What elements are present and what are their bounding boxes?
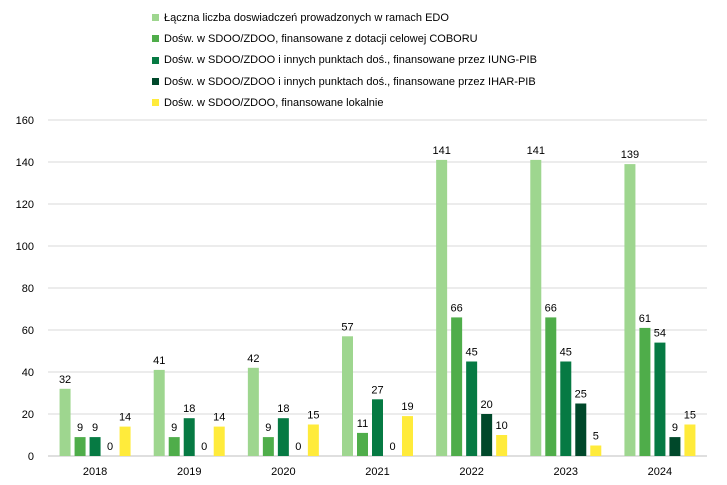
bar-2022-series-2 — [466, 361, 478, 456]
data-label-2022-series-0: 141 — [432, 145, 450, 157]
x-tick-label-2024: 2024 — [648, 466, 672, 478]
data-label-2019-series-1: 9 — [171, 422, 177, 434]
x-tick-label-2021: 2021 — [365, 466, 389, 478]
x-tick-label-2022: 2022 — [459, 466, 483, 478]
bar-2020-series-2 — [277, 418, 289, 456]
data-label-2020-series-4: 15 — [307, 410, 319, 422]
legend-item-local: Dośw. w SDOO/ZDOO, finansowane lokalnie — [152, 92, 537, 113]
legend-item-coboru: Dośw. w SDOO/ZDOO, finansowane z dotacji… — [152, 28, 537, 49]
legend-swatch-iung — [152, 56, 159, 64]
y-tick-label-80: 80 — [22, 283, 34, 295]
bar-2020-series-1 — [262, 437, 274, 456]
bar-2023-series-1 — [545, 317, 557, 456]
data-label-2019-series-4: 14 — [213, 412, 225, 424]
bar-2018-series-2 — [89, 437, 101, 456]
bar-2021-series-4 — [402, 416, 413, 456]
bar-2022-series-3 — [481, 414, 493, 456]
legend-item-ihar: Dośw. w SDOO/ZDOO i innych punktach doś.… — [152, 71, 537, 92]
legend-label-iung: Dośw. w SDOO/ZDOO i innych punktach doś.… — [164, 54, 537, 67]
data-label-2024-series-1: 61 — [639, 313, 651, 325]
bar-2022-series-4 — [496, 435, 508, 456]
bar-2024-series-1 — [639, 327, 651, 456]
bar-2024-series-4 — [684, 424, 696, 456]
data-label-2023-series-1: 66 — [545, 302, 557, 314]
legend-item-iung: Dośw. w SDOO/ZDOO i innych punktach doś.… — [152, 50, 537, 71]
bar-2024-series-3 — [669, 437, 681, 456]
y-tick-label-160: 160 — [16, 115, 34, 127]
x-tick-label-2020: 2020 — [271, 466, 295, 478]
y-tick-label-40: 40 — [22, 367, 34, 379]
legend-label-ihar: Dośw. w SDOO/ZDOO i innych punktach doś.… — [164, 75, 536, 88]
data-label-2024-series-3: 9 — [672, 422, 678, 434]
y-tick-label-120: 120 — [16, 199, 34, 211]
legend-label-coboru: Dośw. w SDOO/ZDOO, finansowane z dotacji… — [164, 32, 478, 45]
data-label-2021-series-4: 19 — [401, 401, 413, 413]
data-label-2024-series-4: 15 — [684, 410, 696, 422]
data-label-2018-series-3: 0 — [107, 441, 113, 453]
data-label-2018-series-2: 9 — [92, 422, 98, 434]
legend-swatch-total — [152, 14, 159, 22]
y-tick-label-0: 0 — [28, 451, 34, 463]
bar-2022-series-0 — [436, 159, 448, 456]
data-label-2023-series-2: 45 — [560, 347, 572, 359]
legend-label-total: Łączna liczba doswiadczeń prowadzonych w… — [164, 11, 449, 24]
data-label-2023-series-4: 5 — [593, 431, 599, 443]
data-label-2023-series-0: 141 — [527, 145, 545, 157]
bar-2021-series-2 — [372, 399, 383, 456]
legend-swatch-local — [152, 99, 159, 107]
bar-2019-series-2 — [183, 418, 195, 456]
legend-swatch-ihar — [152, 78, 159, 86]
bar-2021-series-1 — [357, 432, 368, 456]
y-tick-label-140: 140 — [16, 157, 34, 169]
data-label-2018-series-0: 32 — [59, 374, 71, 386]
data-label-2019-series-2: 18 — [183, 403, 195, 415]
bar-2019-series-1 — [168, 437, 180, 456]
bar-2018-series-1 — [74, 437, 86, 456]
y-tick-label-20: 20 — [22, 409, 34, 421]
data-label-2022-series-4: 10 — [496, 420, 508, 432]
data-label-2024-series-0: 139 — [621, 149, 639, 161]
data-label-2020-series-1: 9 — [265, 422, 271, 434]
data-label-2024-series-2: 54 — [654, 328, 666, 340]
legend-item-total: Łączna liczba doswiadczeń prowadzonych w… — [152, 7, 537, 28]
bar-2023-series-3 — [575, 403, 587, 456]
y-tick-label-60: 60 — [22, 325, 34, 337]
data-label-2020-series-2: 18 — [277, 403, 289, 415]
data-label-2020-series-3: 0 — [295, 441, 301, 453]
data-label-2021-series-0: 57 — [341, 321, 353, 333]
data-label-2019-series-0: 41 — [153, 355, 165, 367]
bar-2024-series-0 — [624, 164, 636, 456]
data-label-2021-series-1: 11 — [357, 418, 368, 430]
data-label-2023-series-3: 25 — [575, 389, 587, 401]
bar-2020-series-0 — [247, 367, 259, 456]
bar-2021-series-0 — [342, 336, 353, 456]
data-label-2019-series-3: 0 — [201, 441, 207, 453]
bar-2023-series-0 — [530, 159, 542, 456]
x-tick-label-2023: 2023 — [554, 466, 578, 478]
data-label-2022-series-1: 66 — [451, 302, 463, 314]
chart-legend: Łączna liczba doswiadczeń prowadzonych w… — [152, 7, 537, 113]
data-label-2022-series-2: 45 — [466, 347, 478, 359]
data-label-2021-series-2: 27 — [371, 384, 383, 396]
legend-swatch-coboru — [152, 35, 159, 43]
bar-2019-series-0 — [153, 369, 165, 456]
bar-2022-series-1 — [451, 317, 463, 456]
bar-2020-series-4 — [307, 424, 319, 456]
bar-2024-series-2 — [654, 342, 666, 456]
data-label-2022-series-3: 20 — [481, 399, 493, 411]
data-label-2018-series-1: 9 — [77, 422, 83, 434]
y-tick-label-100: 100 — [16, 241, 34, 253]
bar-2023-series-4 — [590, 445, 602, 456]
bar-2018-series-0 — [59, 388, 71, 456]
legend-label-local: Dośw. w SDOO/ZDOO, finansowane lokalnie — [164, 96, 384, 109]
data-label-2018-series-4: 14 — [119, 412, 131, 424]
x-tick-label-2018: 2018 — [83, 466, 107, 478]
data-label-2020-series-0: 42 — [247, 353, 259, 365]
bar-2019-series-4 — [213, 426, 225, 456]
data-label-2021-series-3: 0 — [389, 441, 395, 453]
bar-2023-series-2 — [560, 361, 572, 456]
x-tick-label-2019: 2019 — [177, 466, 201, 478]
bar-2018-series-4 — [119, 426, 131, 456]
